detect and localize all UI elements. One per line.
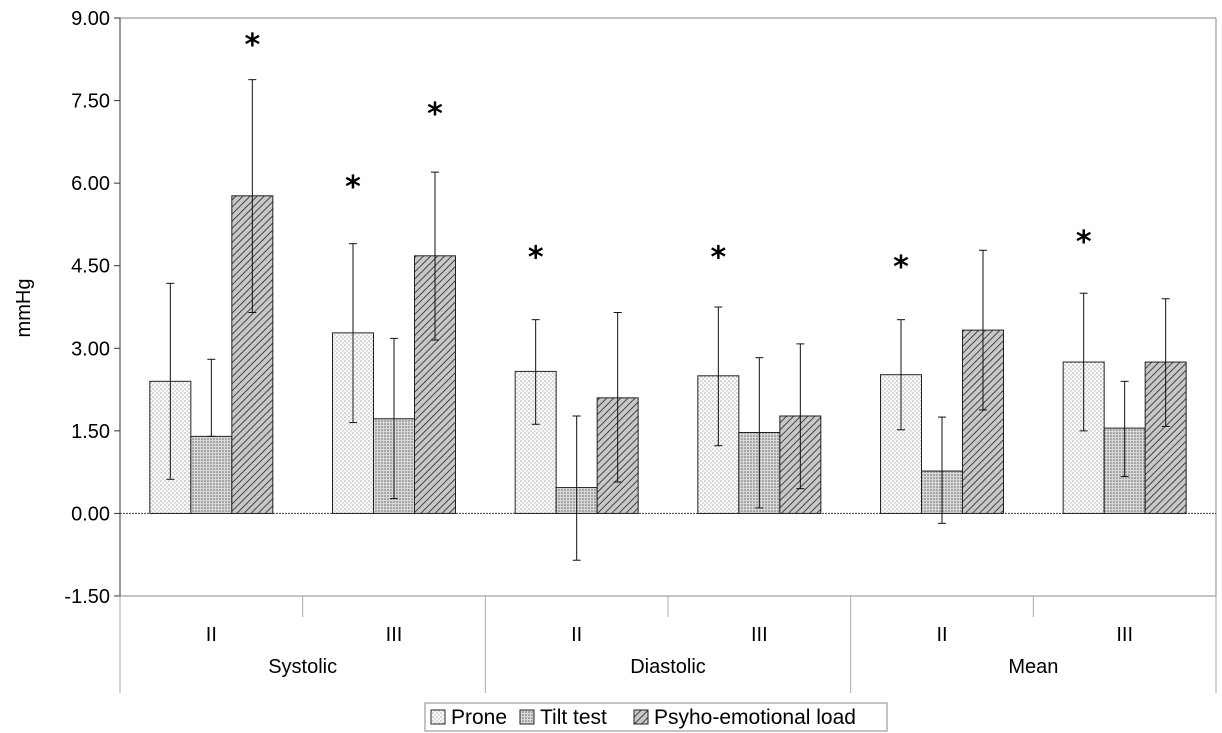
- y-tick-label: -1.50: [64, 586, 110, 608]
- x-group-label: Mean: [1008, 656, 1058, 678]
- y-axis-label: mmHg: [13, 279, 35, 338]
- significance-star: *: [345, 170, 361, 205]
- y-tick-label: 9.00: [71, 8, 110, 30]
- bar-prone: [332, 332, 374, 514]
- x-subcategory-label: III: [751, 624, 768, 646]
- y-tick-label: 7.50: [71, 91, 110, 113]
- x-subcategory-label: II: [936, 624, 947, 646]
- x-subcategory-label: II: [571, 624, 582, 646]
- legend-label: Prone: [451, 706, 507, 729]
- significance-star: *: [893, 250, 909, 285]
- bar-tilt-test: [190, 435, 233, 514]
- legend-label: Tilt test: [540, 706, 607, 729]
- y-tick-label: 1.50: [71, 421, 110, 443]
- legend-label: Psyho-emotional load: [654, 706, 856, 729]
- significance-star: *: [710, 241, 726, 276]
- error-bars-layer: [166, 79, 1170, 561]
- legend-box: [424, 702, 888, 732]
- legend-swatch: [519, 709, 535, 725]
- x-group-label: Systolic: [268, 656, 337, 678]
- x-group-label: Diastolic: [630, 656, 706, 678]
- significance-star: *: [427, 97, 443, 132]
- y-tick-label: 4.50: [71, 256, 110, 278]
- legend-swatch: [430, 709, 446, 725]
- y-tick-label: 0.00: [71, 503, 110, 525]
- significance-star: *: [244, 28, 260, 63]
- y-tick-label: 6.00: [71, 173, 110, 195]
- x-subcategory-label: III: [386, 624, 403, 646]
- legend-swatch: [633, 709, 649, 725]
- legend: Prone Tilt test Psyho-emotional load: [424, 702, 888, 732]
- significance-markers-layer: * * * * * * *: [244, 28, 1091, 285]
- x-subcategory-label: III: [1116, 624, 1133, 646]
- x-subcategory-label: II: [206, 624, 217, 646]
- bars-layer: [149, 195, 1187, 514]
- y-tick-label: 3.00: [71, 338, 110, 360]
- significance-star: *: [1076, 225, 1092, 260]
- significance-star: *: [528, 241, 544, 276]
